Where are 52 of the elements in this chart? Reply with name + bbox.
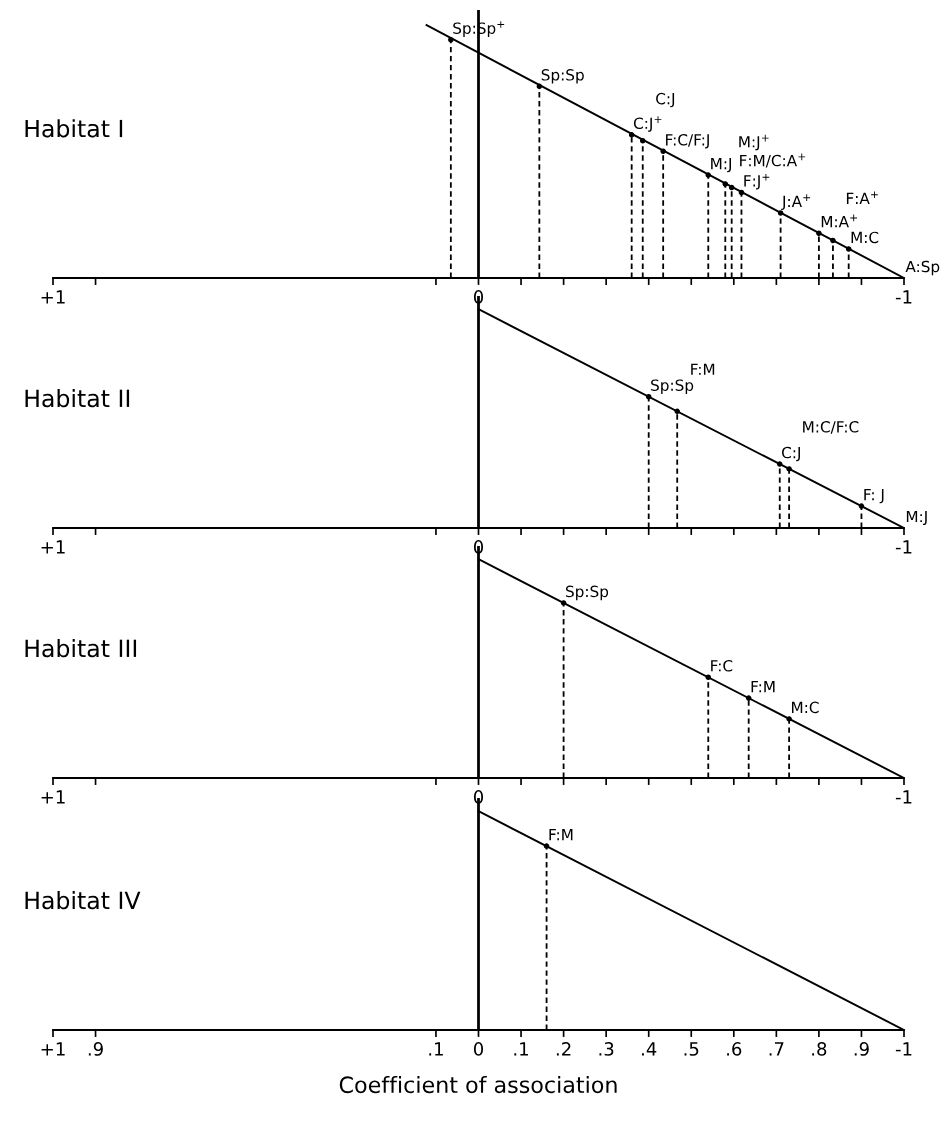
annotation: F: J xyxy=(864,489,884,504)
x-tick-label: 0 xyxy=(473,290,484,304)
x-tick-label: -1 xyxy=(895,790,912,804)
x-tick-label: 0 xyxy=(473,790,484,804)
annotation: M:J xyxy=(711,158,731,173)
x-tick-label: +1 xyxy=(41,540,65,554)
x-tick-label: +1 xyxy=(41,1042,65,1056)
x-tick-label: .4 xyxy=(642,1042,657,1056)
x-tick-label: .3 xyxy=(599,1042,614,1056)
annotation: M:C xyxy=(851,231,879,244)
annotation: M:C/F:C xyxy=(803,421,859,434)
annotation: F:A$^{+}$ xyxy=(846,191,878,204)
annotation: Sp:Sp xyxy=(566,585,609,601)
y-axis-title: Habitat IV xyxy=(25,890,141,910)
x-tick-label: -1 xyxy=(895,1042,912,1056)
x-tick-label: .5 xyxy=(684,1042,699,1056)
x-tick-label: -1 xyxy=(895,540,912,554)
x-tick-label: 0 xyxy=(473,1042,484,1056)
annotation: M:C xyxy=(792,701,819,714)
annotation: C:J$^{+}$ xyxy=(633,116,662,132)
annotation: F:M xyxy=(691,363,715,375)
annotation: A:Sp xyxy=(905,260,940,276)
annotation: F:C/F:J xyxy=(666,134,709,149)
x-tick-label: 0 xyxy=(473,540,484,554)
annotation: M:J$^{+}$ xyxy=(739,134,769,151)
annotation: C:J xyxy=(782,446,800,462)
annotation: F:M xyxy=(549,829,573,841)
annotation: F:M/C:A$^{+}$ xyxy=(740,153,806,168)
annotation: M:J xyxy=(906,510,927,526)
y-axis-title: Habitat I xyxy=(25,119,123,138)
x-tick-label: .1 xyxy=(514,1042,528,1056)
annotation: M:A$^{+}$ xyxy=(821,214,858,228)
annotation: F:J$^{+}$ xyxy=(744,173,770,190)
x-tick-label: +1 xyxy=(41,290,65,304)
x-tick-label: -1 xyxy=(895,290,912,304)
annotation: F:M xyxy=(751,681,775,693)
x-tick-label: .1 xyxy=(429,1042,443,1056)
annotation: F:C xyxy=(711,660,733,672)
x-tick-label: .2 xyxy=(556,1042,571,1056)
x-tick-label: +1 xyxy=(41,790,65,804)
x-tick-label: .7 xyxy=(769,1042,784,1056)
y-axis-title: Habitat II xyxy=(25,388,130,408)
annotation: Sp:Sp xyxy=(651,379,694,394)
annotation: Sp:Sp xyxy=(541,69,584,84)
x-tick-label: .9 xyxy=(854,1042,869,1056)
x-axis-title: Coefficient of association xyxy=(339,1075,617,1094)
x-tick-label: .6 xyxy=(727,1042,742,1056)
annotation: J:A$^{+}$ xyxy=(781,194,811,210)
annotation: C:J xyxy=(656,92,675,108)
x-tick-label: .8 xyxy=(812,1042,827,1056)
x-tick-label: .9 xyxy=(88,1042,103,1056)
y-axis-title: Habitat III xyxy=(25,638,137,658)
